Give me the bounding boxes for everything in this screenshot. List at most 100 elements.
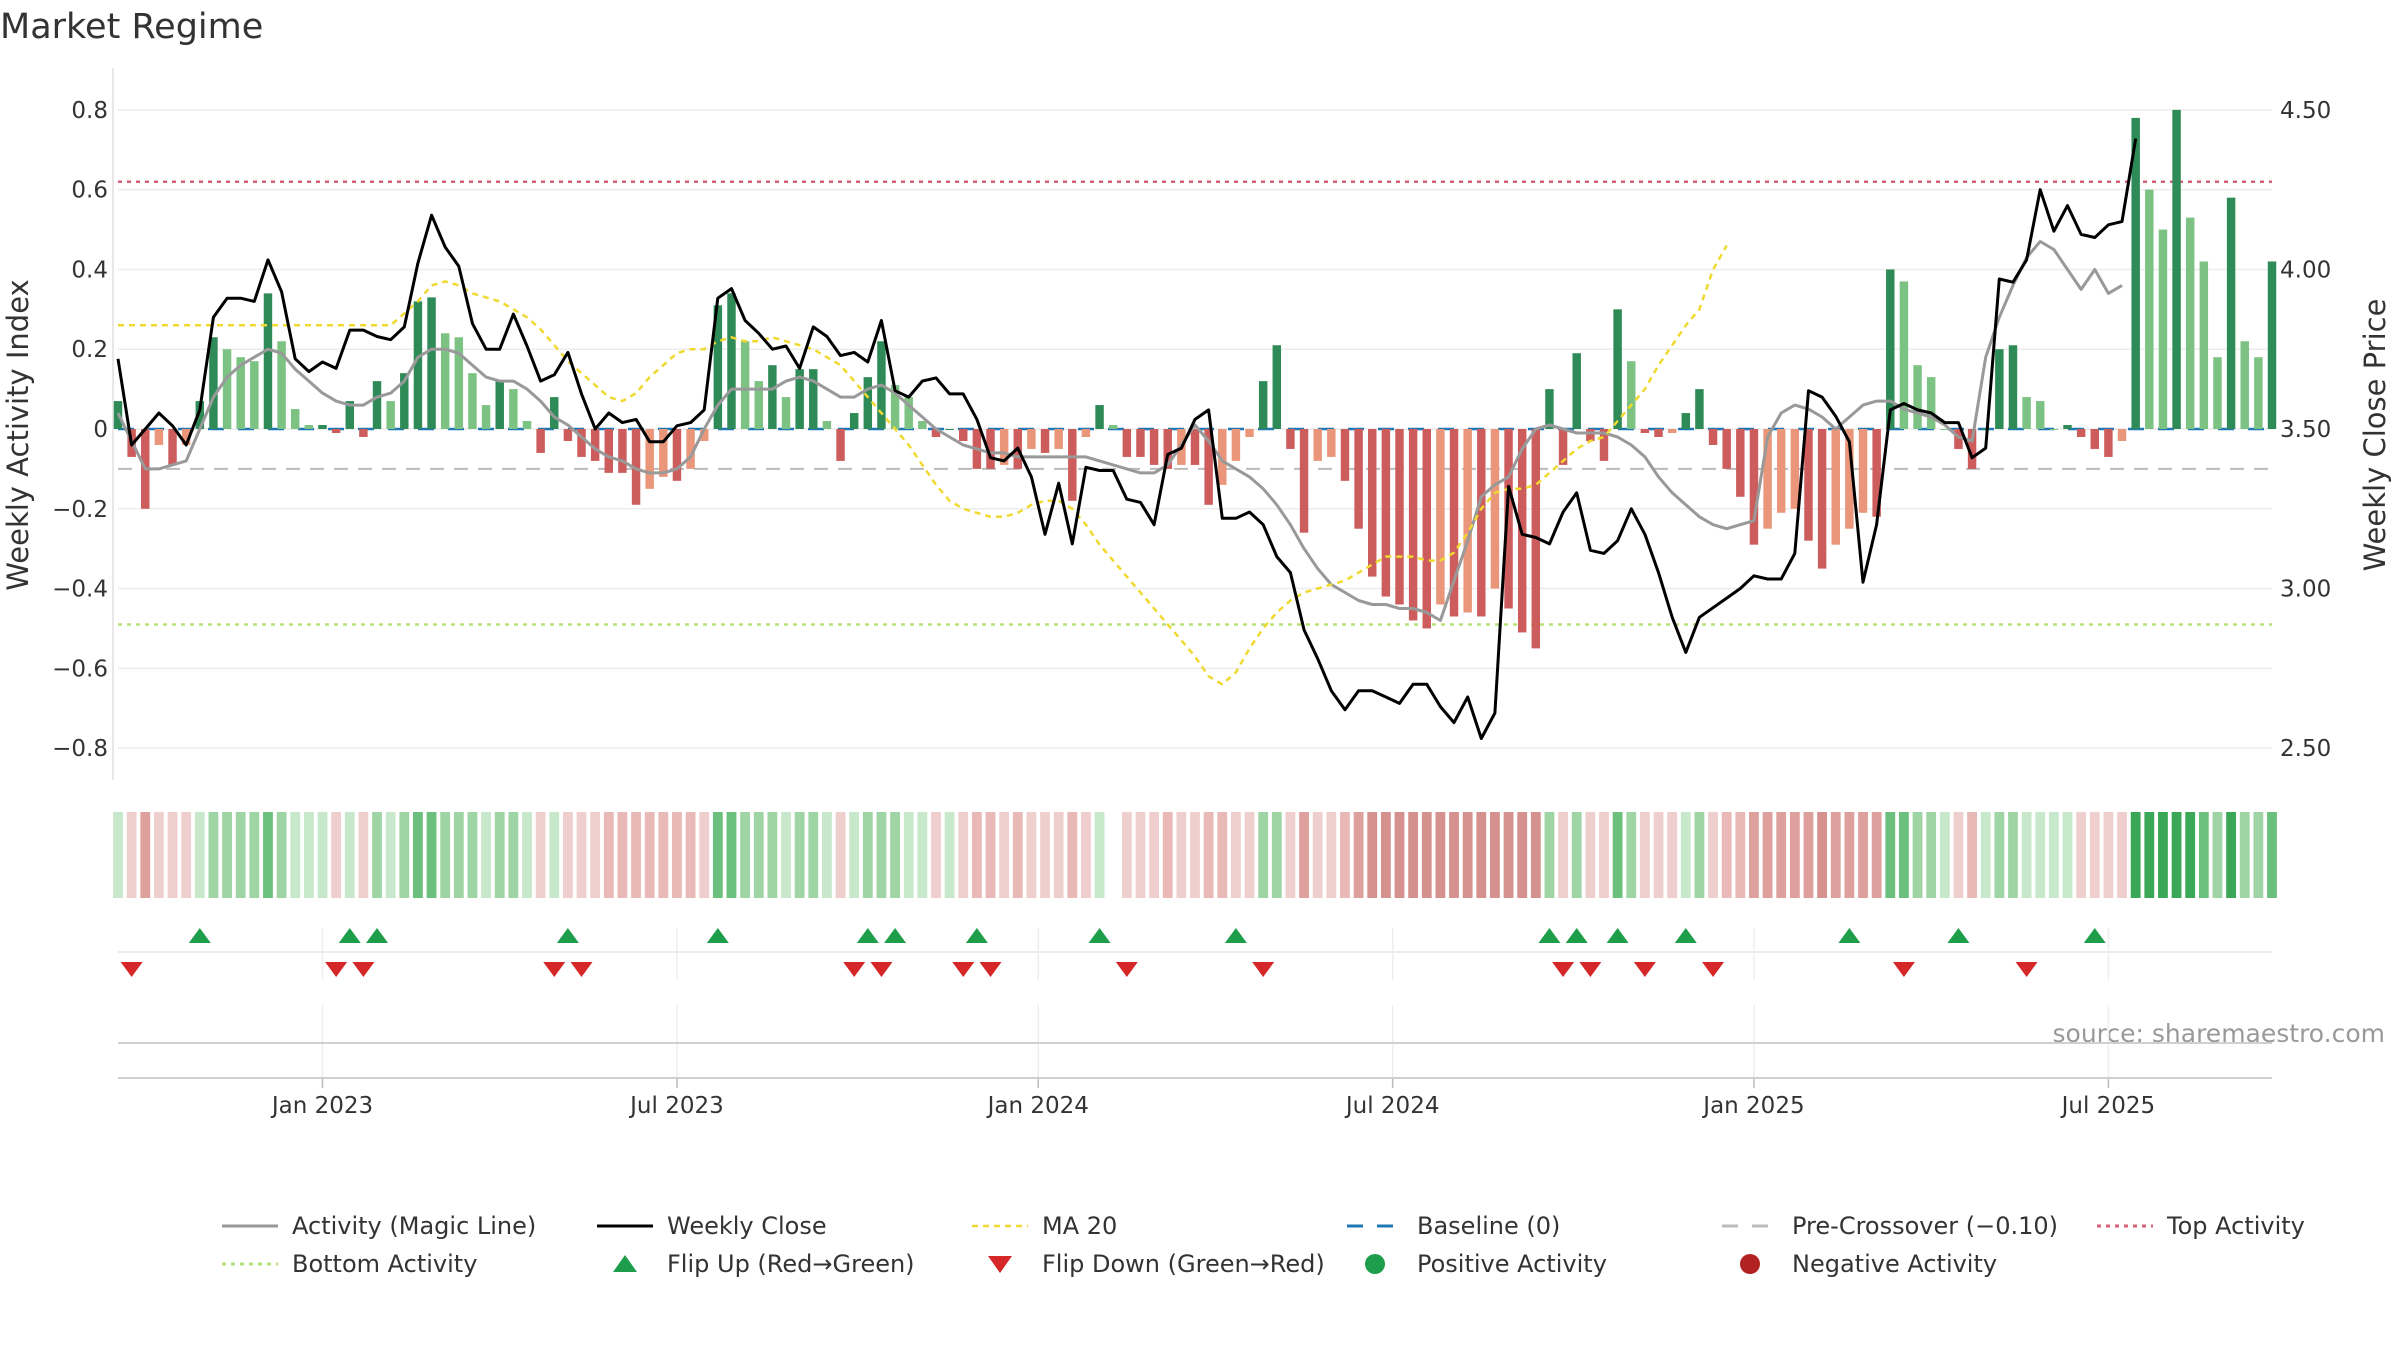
activity-bar [1190,429,1200,465]
y2-axis-title: Weekly Close Price [2358,299,2392,572]
regime-cell [1081,812,1091,898]
regime-cell [426,812,437,898]
regime-cell [944,812,955,898]
regime-cell [1912,812,1923,898]
activity-bar [440,333,450,429]
activity-bar [222,349,232,429]
flip-up-marker [366,928,389,943]
flip-up-marker [1565,928,1588,943]
regime-cell [1490,812,1500,898]
activity-bar [2036,401,2045,429]
regime-cell [2130,812,2141,898]
regime-cell [603,812,614,898]
activity-bar [1368,429,1377,577]
flip-up-marker [706,928,729,943]
activity-bar [863,377,873,429]
activity-bar [754,381,763,429]
activity-bar [291,409,300,429]
regime-cell [113,812,123,898]
regime-cell [385,812,396,898]
activity-bar [672,429,682,481]
reference-lines [118,180,2272,626]
activity-bar [1940,429,1950,430]
legend-label: Negative Activity [1792,1250,1997,1278]
activity-bar [2199,261,2209,429]
flip-down-marker [570,962,593,977]
activity-bar [509,389,518,429]
regime-cell [1162,812,1173,898]
y-tick-label: −0.4 [52,577,108,603]
regime-cell [1721,812,1732,898]
x-tick-label: Jul 2025 [2060,1093,2156,1119]
activity-bar [1858,429,1868,513]
activity-bar [168,429,177,465]
activity-bar [2090,429,2099,449]
regime-cell [1299,812,1309,898]
activity-bar [1245,429,1254,437]
regime-cell [276,812,287,898]
regime-cell [1326,812,1337,898]
regime-cell [1217,812,1228,898]
regime-cell [1408,812,1419,898]
legend-item-magic: Activity (Magic Line) [222,1212,536,1240]
y-axis-title: Weekly Activity Index [1,279,35,590]
flip-up-marker [856,928,879,943]
regime-cell [1639,812,1650,898]
regime-cell [140,812,151,898]
activity-bar [1736,429,1745,497]
activity-bar [1954,429,1963,449]
activity-bar [822,421,832,429]
flip-up-marker [965,928,988,943]
flip-up-marker [1224,928,1247,943]
weekly-close-line [116,138,2138,740]
activity-bar [2158,229,2168,429]
regime-cell [2089,812,2100,898]
x-tick-label: Jul 2023 [628,1093,724,1119]
activity-bar [468,373,477,429]
activity-bar [386,401,395,429]
activity-bar [2172,109,2181,429]
regime-cell [331,812,342,898]
activity-bar [659,429,668,477]
activity-bar [550,397,559,429]
activity-bar [1272,345,1282,429]
regime-cell [535,812,546,898]
ma20-line [118,244,1728,686]
regime-cell [2144,812,2155,898]
activity-bar [1817,429,1827,569]
activity-bar [1286,429,1295,449]
regime-cell [317,812,328,898]
flip-down-marker [352,962,375,977]
regime-cell [208,812,219,898]
activity-bar [563,429,573,441]
activity-bar [1545,389,1554,429]
activity-bar [454,337,464,429]
activity-bar [2076,429,2086,437]
activity-bar [945,429,954,430]
regime-cell [1858,812,1868,898]
activity-bar [713,305,723,429]
regime-cell [2103,812,2114,898]
activity-bar [1913,365,1922,429]
regime-cell [2008,812,2018,898]
regime-cell [2212,812,2223,898]
activity-bar [1599,429,1609,461]
regime-cell [1844,812,1855,898]
activity-bar [2240,341,2249,429]
activity-bar [1708,429,1718,445]
activity-bar [359,429,368,437]
activity-bar [2049,429,2059,430]
activity-bar [699,429,709,441]
regime-strip [113,812,2277,898]
activity-bar [1504,429,1513,609]
activity-bar [2008,345,2018,429]
activity-bar [1095,405,1104,429]
regime-cell [126,812,137,898]
regime-cell [2062,812,2073,898]
activity-bar [1231,429,1241,461]
activity-bar [849,413,859,429]
activity-bar [2267,261,2277,429]
flip-up-marker [338,928,361,943]
activity-bar [1381,429,1391,597]
regime-cell [1367,812,1378,898]
